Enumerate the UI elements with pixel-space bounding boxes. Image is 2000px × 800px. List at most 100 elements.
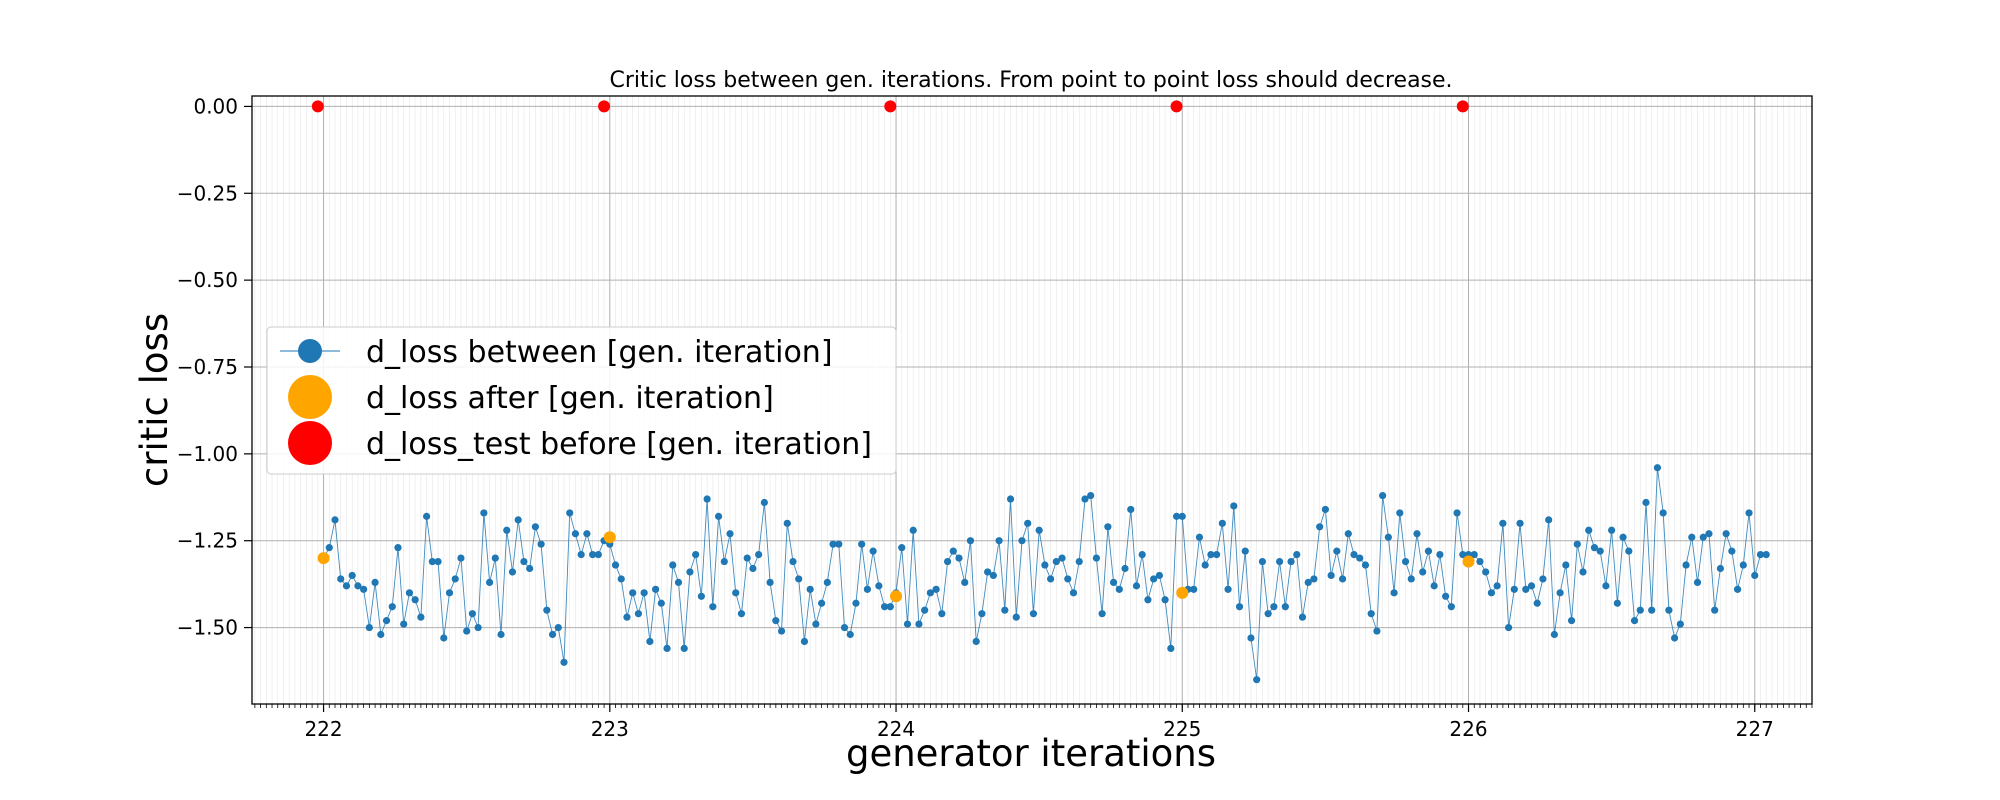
d-loss-between-point (331, 516, 339, 524)
d-loss-between-point (1413, 530, 1421, 538)
d-loss-between-point (640, 589, 648, 597)
d-loss-between-point (1407, 575, 1415, 583)
d-loss-between-point (1241, 547, 1249, 555)
d-loss-between-point (1688, 533, 1696, 541)
d-loss-between-point (1585, 526, 1593, 534)
d-loss-between-point (1275, 557, 1284, 566)
d-loss-between-point (1608, 526, 1616, 534)
d-loss-between-point (1316, 523, 1324, 531)
d-loss-between-point (898, 544, 906, 552)
d-loss-between-point (1504, 623, 1513, 632)
d-loss-between-point (423, 512, 431, 520)
d-loss-between-point (749, 564, 757, 573)
d-loss-between-point (743, 554, 751, 562)
d-loss-between-point (1636, 606, 1644, 614)
d-loss-between-point (1476, 557, 1484, 566)
d-loss-between-point (755, 551, 763, 559)
d-loss-between-point (1739, 561, 1747, 569)
y-tick-label: 0.00 (193, 94, 238, 118)
d-loss-between-point (548, 630, 557, 639)
d-loss-between-point (1590, 544, 1599, 552)
d-loss-between-point (863, 585, 872, 593)
d-loss-between-point (566, 509, 574, 517)
d-loss-between-point (1539, 575, 1547, 583)
d-loss-between-point (1035, 526, 1043, 534)
d-loss-after-point (890, 590, 903, 603)
d-loss-between-point (1161, 596, 1169, 604)
d-loss-between-point (503, 526, 511, 534)
d-loss-between-point (703, 495, 711, 503)
d-loss-between-point (1733, 585, 1742, 593)
d-loss-between-point (1121, 564, 1129, 573)
d-loss-between-point (1344, 530, 1352, 538)
d-loss-between-point (623, 613, 631, 621)
d-loss-between-point (1705, 530, 1713, 538)
legend-label: d_loss_test before [gen. iteration] (366, 427, 872, 462)
d-loss-between-point (1630, 617, 1639, 625)
d-loss-between-point (995, 537, 1003, 545)
d-loss-between-point (978, 610, 986, 618)
x-tick-label: 225 (1163, 717, 1201, 741)
d-loss-test-before-series (311, 100, 1469, 113)
d-loss-between-point (1230, 502, 1238, 510)
d-loss-between-point (1115, 585, 1123, 593)
y-tick-label: −1.00 (177, 442, 238, 466)
d-loss-between-point (1470, 551, 1478, 559)
d-loss-between-point (520, 557, 528, 566)
d-loss-between-point (1762, 551, 1770, 559)
d-loss-between-point (1201, 561, 1209, 569)
d-loss-between-point (531, 523, 539, 531)
d-loss-between-point (1573, 540, 1581, 548)
d-loss-between-point (1751, 571, 1759, 580)
d-loss-between-point (1625, 547, 1633, 555)
d-loss-between-point (823, 578, 831, 587)
d-loss-between-point (468, 610, 477, 618)
y-tick-label: −0.75 (177, 355, 238, 379)
d-loss-between-point (1298, 613, 1307, 621)
d-loss-between-point (365, 623, 373, 632)
d-loss-between-point (1642, 498, 1650, 507)
d-loss-between-point (1436, 551, 1444, 559)
legend-box (266, 326, 897, 475)
d-loss-between-point (846, 630, 854, 639)
d-loss-between-point (1716, 564, 1725, 573)
d-loss-between-point (560, 658, 568, 666)
d-loss-between-point (634, 610, 643, 618)
d-loss-between-point (1064, 575, 1072, 583)
d-loss-between-point (915, 620, 923, 628)
d-loss-between-point (1264, 610, 1272, 618)
d-loss-between-point (1676, 620, 1684, 628)
d-loss-between-point (1247, 634, 1255, 642)
x-axis-ticks: 222 223 224 225 226 227 (254, 704, 1813, 741)
d-loss-between-point (1338, 575, 1347, 583)
d-loss-between-point (1195, 533, 1204, 541)
d-loss-between-point (1401, 557, 1410, 566)
d-loss-between-point (955, 554, 963, 562)
d-loss-between-point (657, 599, 665, 607)
d-loss-between-point (537, 540, 545, 548)
d-loss-between-point (1207, 551, 1215, 559)
d-loss-between-point (440, 634, 448, 642)
d-loss-between-point (1545, 516, 1553, 524)
d-loss-between-point (1424, 547, 1433, 555)
d-loss-between-point (337, 575, 345, 583)
d-loss-between-point (886, 603, 894, 611)
d-loss-between-point (932, 585, 940, 593)
d-loss-after-point (1462, 555, 1475, 568)
d-loss-between-point (1671, 634, 1679, 642)
d-loss-between-point (772, 617, 780, 625)
d-loss-between-point (377, 630, 385, 639)
d-loss-between-point (1150, 575, 1158, 583)
d-loss-between-point (1699, 533, 1707, 541)
d-loss-between-point (360, 585, 368, 593)
d-loss-between-point (686, 568, 694, 576)
d-loss-between-point (1579, 568, 1587, 576)
d-loss-between-point (1213, 551, 1221, 559)
d-loss-between-point (732, 589, 740, 597)
d-loss-between-point (1648, 606, 1656, 614)
d-loss-between-series (319, 464, 1770, 684)
d-loss-between-point (1453, 509, 1461, 517)
d-loss-between-point (1367, 610, 1375, 618)
d-loss-between-point (1447, 603, 1455, 611)
